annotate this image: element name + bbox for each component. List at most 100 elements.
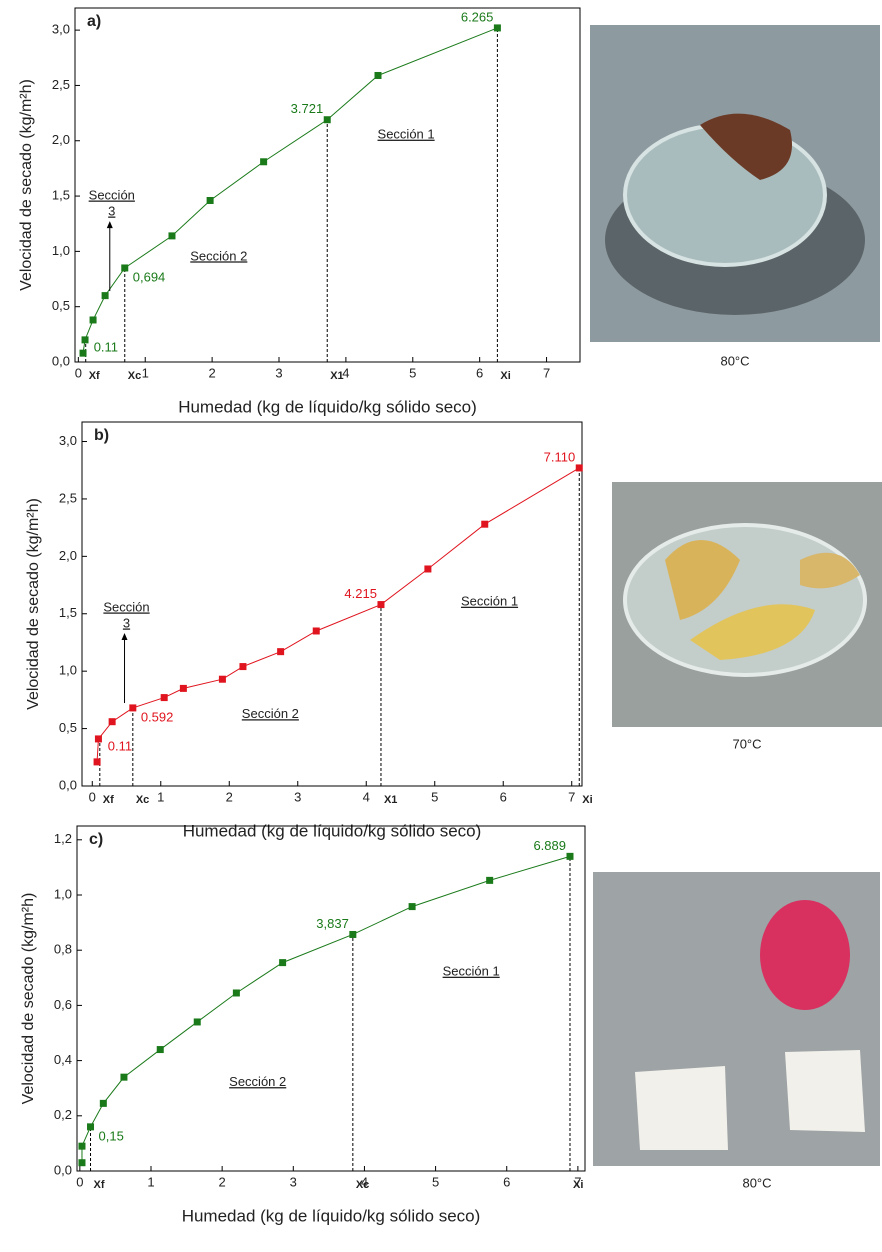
marker-value-label: 4.215 — [344, 586, 377, 601]
marker-label: X1 — [330, 370, 343, 382]
data-point — [260, 158, 267, 165]
marker-label: Xf — [89, 370, 100, 382]
data-point — [121, 264, 128, 271]
photo-caption: 80°C — [720, 353, 749, 368]
data-point — [324, 116, 331, 123]
y-tick-label: 0,6 — [54, 997, 72, 1012]
section-sublabel: 3 — [123, 615, 130, 630]
section-label: Sección 1 — [461, 594, 518, 609]
y-tick-label: 0,0 — [59, 777, 77, 792]
marker-label: X1 — [384, 794, 397, 806]
section-label: Sección 2 — [242, 706, 299, 721]
data-point — [87, 1123, 94, 1130]
data-point — [157, 1046, 164, 1053]
x-tick-label: 1 — [142, 365, 149, 380]
x-tick-label: 7 — [543, 365, 550, 380]
x-tick-label: 2 — [209, 365, 216, 380]
data-point — [194, 1018, 201, 1025]
y-tick-label: 3,0 — [52, 22, 70, 37]
photo-caption: 80°C — [742, 1175, 771, 1190]
data-point — [80, 350, 87, 357]
y-tick-label: 3,0 — [59, 433, 77, 448]
y-axis-title: Velocidad de secado (kg/m²h) — [18, 79, 35, 291]
y-tick-label: 0,4 — [54, 1052, 72, 1067]
data-point — [377, 601, 384, 608]
y-axis-title: Velocidad de secado (kg/m²h) — [25, 498, 42, 710]
data-point — [129, 704, 136, 711]
panel-label: c) — [89, 831, 103, 848]
marker-value-label: 3.721 — [291, 101, 324, 116]
marker-value-label: 0.592 — [141, 709, 174, 724]
panel-label: a) — [87, 13, 101, 30]
marker-label: Xi — [573, 1179, 583, 1191]
marker-label: Xc — [356, 1179, 369, 1191]
data-point — [168, 232, 175, 239]
y-tick-label: 1,0 — [59, 663, 77, 678]
section-label: Sección — [89, 188, 135, 203]
marker-value-label: 7.110 — [544, 449, 576, 464]
data-point — [78, 1143, 85, 1150]
data-line — [82, 856, 570, 1162]
marker-label: Xi — [500, 370, 510, 382]
data-point — [349, 931, 356, 938]
x-tick-label: 1 — [147, 1174, 154, 1189]
x-tick-label: 5 — [431, 789, 438, 804]
marker-value-label: 0,15 — [99, 1128, 124, 1143]
panel-label: b) — [94, 427, 109, 444]
data-point — [424, 565, 431, 572]
x-tick-label: 7 — [568, 789, 575, 804]
y-tick-label: 0,5 — [52, 298, 70, 313]
x-tick-label: 0 — [76, 1174, 83, 1189]
data-point — [566, 853, 573, 860]
marker-label: Xf — [94, 1179, 105, 1191]
data-point — [219, 676, 226, 683]
x-tick-label: 5 — [432, 1174, 439, 1189]
section-label: Sección 1 — [443, 964, 500, 979]
data-point — [100, 1100, 107, 1107]
y-tick-label: 2,0 — [59, 548, 77, 563]
x-tick-label: 0 — [89, 789, 96, 804]
data-point — [494, 24, 501, 31]
data-point — [375, 72, 382, 79]
photo-c — [593, 872, 880, 1166]
data-point — [277, 648, 284, 655]
section-arrowhead — [122, 633, 128, 640]
data-point — [95, 735, 102, 742]
photo-b — [612, 482, 882, 727]
data-point — [279, 959, 286, 966]
marker-label: Xi — [582, 794, 592, 806]
data-point — [82, 336, 89, 343]
photo-a — [590, 25, 880, 342]
marker-value-label: 3,837 — [316, 916, 349, 931]
photo-caption: 70°C — [732, 736, 761, 751]
section-sublabel: 3 — [108, 204, 115, 219]
figure: 80°C 70°C 80°C 012345670,00,51,01,52,02,… — [0, 0, 882, 1247]
y-tick-label: 0,2 — [54, 1107, 72, 1122]
x-tick-label: 4 — [363, 789, 370, 804]
y-tick-label: 2,5 — [59, 490, 77, 505]
x-tick-label: 6 — [503, 1174, 510, 1189]
x-tick-label: 2 — [219, 1174, 226, 1189]
data-point — [207, 197, 214, 204]
x-tick-label: 1 — [157, 789, 164, 804]
x-tick-label: 3 — [275, 365, 282, 380]
data-point — [313, 627, 320, 634]
y-tick-label: 2,0 — [52, 132, 70, 147]
data-point — [239, 663, 246, 670]
data-point — [102, 292, 109, 299]
marker-value-label: 0.11 — [108, 739, 132, 754]
marker-value-label: 0,694 — [133, 269, 166, 284]
x-tick-label: 6 — [476, 365, 483, 380]
x-tick-label: 5 — [409, 365, 416, 380]
data-point — [233, 989, 240, 996]
x-tick-label: 3 — [290, 1174, 297, 1189]
x-axis-title: Humedad (kg de líquido/kg sólido seco) — [178, 397, 477, 416]
marker-label: Xc — [128, 370, 141, 382]
y-tick-label: 0,5 — [59, 720, 77, 735]
data-point — [409, 903, 416, 910]
data-point — [120, 1074, 127, 1081]
y-axis-title: Velocidad de secado (kg/m²h) — [20, 893, 37, 1105]
y-tick-label: 1,0 — [54, 886, 72, 901]
marker-label: Xc — [136, 794, 149, 806]
data-point — [161, 694, 168, 701]
